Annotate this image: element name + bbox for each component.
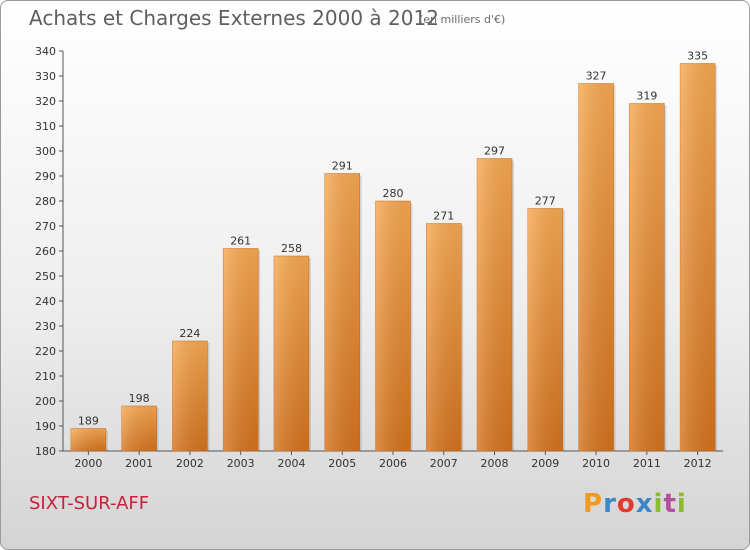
bar-shade	[527, 208, 563, 451]
y-tick-label: 190	[35, 420, 56, 433]
y-tick-label: 250	[35, 270, 56, 283]
data-label: 261	[230, 235, 251, 248]
data-label: 277	[535, 195, 556, 208]
data-label: 291	[332, 160, 353, 173]
data-label: 327	[586, 70, 607, 83]
x-tick-label: 2007	[430, 457, 458, 470]
bar-shade	[477, 158, 513, 451]
x-tick-label: 2003	[227, 457, 255, 470]
bar-shade	[70, 428, 106, 451]
bar-shade	[223, 248, 259, 451]
x-tick-label: 2005	[328, 457, 356, 470]
y-tick-label: 290	[35, 170, 56, 183]
bar-shade	[121, 406, 157, 451]
y-tick-label: 220	[35, 345, 56, 358]
bar-shade	[172, 341, 208, 451]
bar-shade	[578, 83, 614, 451]
x-tick-label: 2006	[379, 457, 407, 470]
y-tick-label: 310	[35, 120, 56, 133]
data-label: 280	[383, 187, 404, 200]
bars	[70, 63, 718, 452]
x-tick-label: 2009	[531, 457, 559, 470]
x-tick-label: 2002	[176, 457, 204, 470]
chart-subtitle: (en milliers d'€)	[419, 13, 506, 26]
y-tick-label: 330	[35, 70, 56, 83]
y-tick-label: 210	[35, 370, 56, 383]
labels: 189 2000 198 2001 224 2002 261 2003 258 2004 291 20…	[74, 50, 711, 471]
y-tick-label: 200	[35, 395, 56, 408]
bar-shade	[375, 201, 411, 451]
x-tick-label: 2000	[74, 457, 102, 470]
x-tick-label: 2004	[277, 457, 305, 470]
x-tick-label: 2010	[582, 457, 610, 470]
data-label: 189	[78, 415, 99, 428]
proxiti-logo: Proxiti	[583, 489, 687, 519]
chart-title: Achats et Charges Externes 2000 à 2012	[29, 6, 439, 30]
data-label: 198	[129, 392, 150, 405]
y-tick-label: 270	[35, 220, 56, 233]
data-label: 319	[636, 90, 657, 103]
y-tick-label: 230	[35, 320, 56, 333]
x-tick-label: 2011	[633, 457, 661, 470]
y-tick-label: 280	[35, 195, 56, 208]
y-tick-label: 260	[35, 245, 56, 258]
y-tick-label: 300	[35, 145, 56, 158]
data-label: 297	[484, 145, 505, 158]
y-tick-label: 180	[35, 445, 56, 458]
x-tick-label: 2008	[481, 457, 509, 470]
y-tick-label: 340	[35, 45, 56, 58]
data-label: 258	[281, 242, 302, 255]
data-label: 335	[687, 50, 708, 63]
x-tick-label: 2001	[125, 457, 153, 470]
bar-shade	[680, 63, 716, 451]
bar-shade	[273, 256, 309, 451]
data-label: 224	[179, 327, 200, 340]
x-tick-label: 2012	[684, 457, 712, 470]
y-tick-label: 240	[35, 295, 56, 308]
data-label: 271	[433, 210, 454, 223]
bar-shade	[324, 173, 360, 451]
commune-name: SIXT-SUR-AFF	[29, 493, 150, 514]
bar-shade	[426, 223, 462, 451]
y-tick-label: 320	[35, 95, 56, 108]
bar-shade	[629, 103, 665, 451]
axes: 180 190 200 210 220 230 240 250 260 270 280 290 300 3…	[35, 45, 723, 458]
